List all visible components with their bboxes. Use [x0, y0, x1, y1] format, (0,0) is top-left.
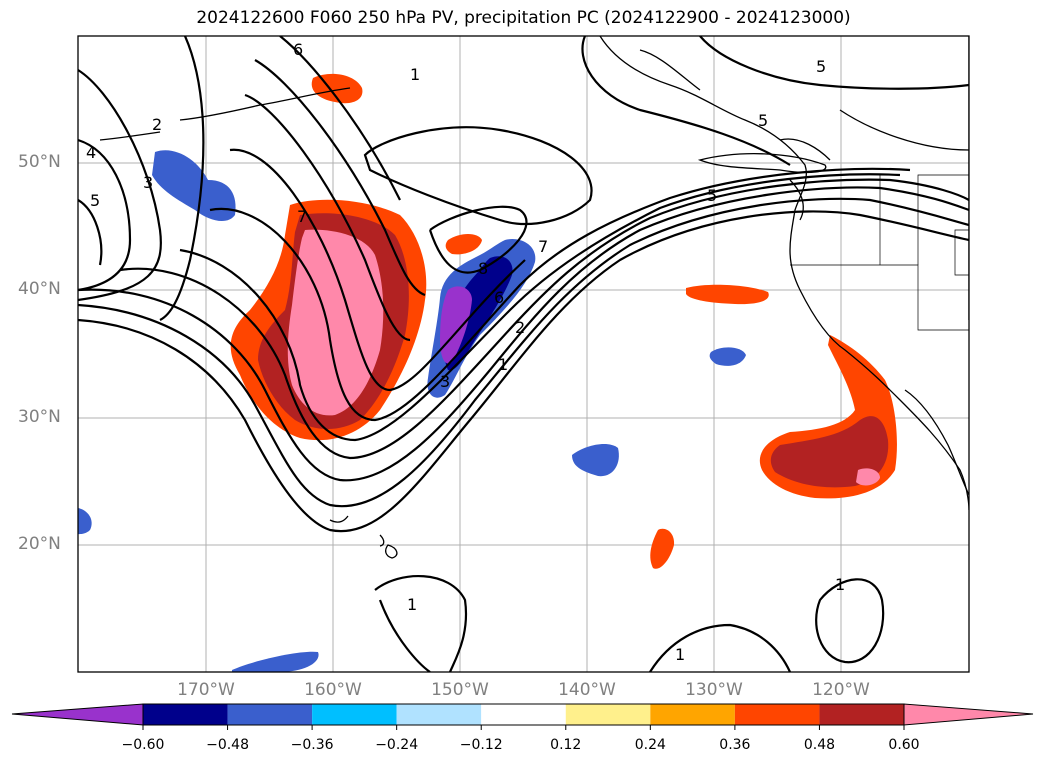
colorbar-tick-label: −0.60 [121, 737, 165, 753]
precip-positive-max-east [856, 468, 880, 486]
contour-label: 2 [152, 115, 162, 134]
precip-negative-edge [78, 508, 92, 535]
precip-negative-northwest [152, 150, 236, 222]
colorbar-tick-label: −0.12 [459, 737, 503, 753]
colorbar-swatch [396, 704, 482, 725]
colorbar [11, 703, 1034, 730]
contour-label: 4 [86, 143, 96, 162]
contour-label: 3 [440, 372, 450, 391]
contour-label: 8 [478, 259, 488, 278]
colorbar-tick-label: 0.12 [550, 737, 582, 753]
pv-contour-labels: 6 5 5 2 4 3 5 5 7 7 8 6 2 1 3 1 1 1 1 [86, 40, 845, 664]
lon-label-160w: 160°W [304, 680, 362, 700]
colorbar-tick-label: 0.48 [803, 737, 836, 753]
colorbar-tick-label: 0.60 [888, 737, 920, 753]
lat-label-20n: 20°N [18, 534, 61, 554]
colorbar-swatch [650, 704, 735, 725]
precip-negative-small-1 [572, 444, 619, 477]
coastlines [99, 36, 969, 559]
contour-label: 5 [758, 111, 768, 130]
colorbar-swatch [734, 704, 820, 725]
contour-label: 2 [515, 318, 525, 337]
contour-label: 1 [410, 65, 420, 84]
lat-label-30n: 30°N [18, 407, 61, 427]
colorbar-swatch [481, 704, 566, 725]
colorbar-tick-label: −0.36 [290, 737, 334, 753]
contour-label: 5 [90, 191, 100, 210]
colorbar-tick-label: 0.24 [634, 737, 666, 753]
colorbar-extend-low [12, 704, 143, 725]
colorbar-swatch [312, 704, 397, 725]
contour-label: 1 [835, 575, 845, 594]
lon-label-130w: 130°W [685, 680, 743, 700]
lon-label-150w: 150°W [431, 680, 489, 700]
precip-positive-core-east [770, 416, 889, 488]
contour-label: 5 [707, 186, 717, 205]
precip-positive-max-central [287, 229, 384, 416]
colorbar-segments [12, 704, 1033, 725]
state-borders [790, 174, 969, 331]
lat-label-50n: 50°N [18, 152, 61, 172]
map-title: 2024122600 F060 250 hPa PV, precipitatio… [196, 8, 851, 28]
map-panel: 6 5 5 2 4 3 5 5 7 7 8 6 2 1 3 1 1 1 1 [77, 35, 970, 673]
lon-label-120w: 120°W [812, 680, 870, 700]
contour-label: 7 [538, 237, 548, 256]
map-frame [77, 35, 970, 673]
precip-positive-small-1 [686, 284, 769, 305]
contour-label: 3 [143, 173, 153, 192]
precip-positive-small-2 [445, 234, 482, 255]
precip-negative-small-3 [232, 651, 319, 672]
contour-label: 1 [407, 595, 417, 614]
contour-label: 1 [498, 355, 508, 374]
pv-contours [78, 36, 969, 672]
lat-label-40n: 40°N [18, 279, 61, 299]
colorbar-tick-label: 0.36 [719, 737, 751, 753]
colorbar-tick-label: −0.48 [206, 737, 249, 753]
contour-label: 6 [494, 288, 504, 307]
precip-negative-max [440, 286, 472, 364]
colorbar-swatch [143, 704, 228, 725]
precip-positive-small-4 [650, 528, 675, 569]
precip-anomaly-fill [78, 73, 897, 672]
lon-label-170w: 170°W [177, 680, 235, 700]
colorbar-swatch [819, 704, 904, 725]
contour-label: 6 [293, 40, 303, 59]
colorbar-extend-high [904, 704, 1033, 725]
contour-label: 5 [816, 57, 826, 76]
contour-label: 7 [297, 207, 307, 226]
contour-label: 1 [675, 645, 685, 664]
colorbar-swatch [565, 704, 651, 725]
colorbar-swatch [227, 704, 313, 725]
lon-label-140w: 140°W [558, 680, 616, 700]
colorbar-tick-label: −0.24 [375, 737, 419, 753]
precip-negative-small-2 [709, 347, 746, 366]
precip-negative-core [444, 256, 513, 371]
